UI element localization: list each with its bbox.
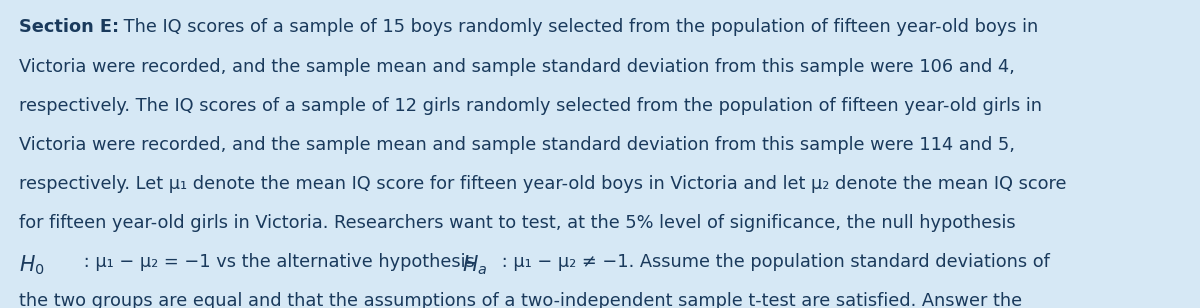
Text: $H_a$: $H_a$ (462, 253, 487, 277)
Text: the two groups are equal and that the assumptions of a two-independent sample t-: the two groups are equal and that the as… (19, 292, 1022, 308)
Text: : μ₁ − μ₂ = −1 vs the alternative hypothesis: : μ₁ − μ₂ = −1 vs the alternative hypoth… (78, 253, 480, 271)
Text: The IQ scores of a sample of 15 boys randomly selected from the population of fi: The IQ scores of a sample of 15 boys ran… (118, 18, 1038, 36)
Text: respectively. Let μ₁ denote the mean IQ score for fifteen year-old boys in Victo: respectively. Let μ₁ denote the mean IQ … (19, 175, 1067, 193)
Text: : μ₁ − μ₂ ≠ −1. Assume the population standard deviations of: : μ₁ − μ₂ ≠ −1. Assume the population st… (496, 253, 1050, 271)
Text: Section E:: Section E: (19, 18, 119, 36)
Text: respectively. The IQ scores of a sample of 12 girls randomly selected from the p: respectively. The IQ scores of a sample … (19, 97, 1042, 115)
Text: Victoria were recorded, and the sample mean and sample standard deviation from t: Victoria were recorded, and the sample m… (19, 58, 1015, 75)
Text: for fifteen year-old girls in Victoria. Researchers want to test, at the 5% leve: for fifteen year-old girls in Victoria. … (19, 214, 1016, 232)
Text: Victoria were recorded, and the sample mean and sample standard deviation from t: Victoria were recorded, and the sample m… (19, 136, 1015, 154)
Text: $H_0$: $H_0$ (19, 253, 44, 277)
